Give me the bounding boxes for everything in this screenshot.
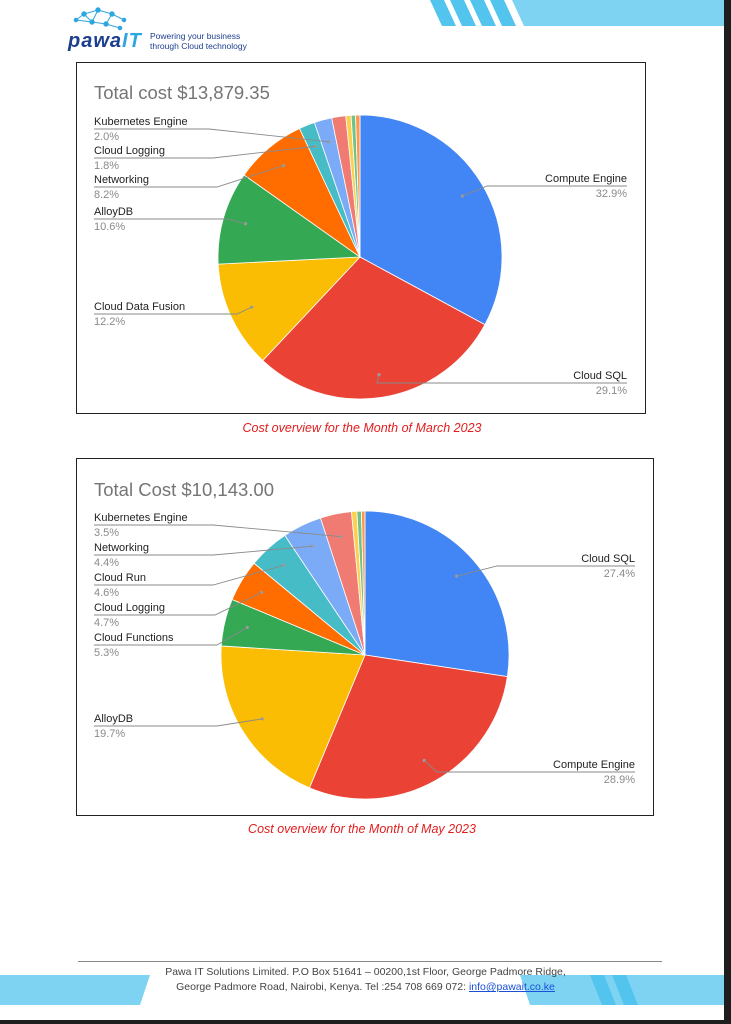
slice-percent-label: 4.7% — [94, 617, 119, 629]
slice-label: Cloud SQL — [573, 370, 627, 382]
slice-percent-label: 2.0% — [94, 131, 119, 143]
slice-label: AlloyDB — [94, 713, 133, 725]
leader-line — [376, 374, 627, 384]
logo-tagline: Powering your business through Cloud tec… — [150, 31, 247, 51]
footer-stripes-decoration — [0, 975, 724, 1005]
leader-line — [94, 718, 263, 727]
pie-slice — [364, 510, 510, 678]
leader-line — [94, 165, 284, 188]
slice-label: Cloud Logging — [94, 602, 165, 614]
slice-label: AlloyDB — [94, 206, 133, 218]
pie-slice — [359, 114, 503, 326]
leader-line — [94, 306, 252, 315]
slice-label: Cloud Logging — [94, 145, 165, 157]
leader-dot — [455, 574, 459, 578]
pie-slice — [217, 174, 362, 265]
slice-percent-label: 4.6% — [94, 587, 119, 599]
leader-dot — [338, 534, 343, 539]
leader-line — [94, 218, 246, 225]
leader-line — [94, 627, 248, 646]
pie-chart-svg: Compute Engine 32.9% Cloud SQL 29.1% Cloud D… — [94, 114, 627, 400]
leader-line — [94, 564, 284, 586]
slice-label: Networking — [94, 174, 149, 186]
slice-label: Compute Engine — [545, 173, 627, 185]
leader-line — [94, 545, 313, 556]
leader-line — [94, 524, 341, 537]
slice-percent-label: 28.9% — [604, 774, 635, 786]
slice-percent-label: 8.2% — [94, 189, 119, 201]
slice-label: Networking — [94, 542, 149, 554]
leader-line — [94, 592, 262, 616]
slice-label: Cloud Data Fusion — [94, 301, 185, 313]
leader-line — [456, 565, 635, 577]
slice-percent-label: 1.8% — [94, 160, 119, 172]
slice-label: Cloud SQL — [581, 553, 635, 565]
pie-chart-may: Total Cost $10,143.00 Cloud SQL 27.4% Comp… — [76, 458, 654, 816]
slice-label: Compute Engine — [553, 759, 635, 771]
pie-slice — [220, 645, 366, 789]
leader-line — [462, 185, 627, 197]
pie-chart-svg: Cloud SQL 27.4% Compute Engine 28.9% AlloyDB… — [94, 510, 635, 800]
slice-percent-label: 3.5% — [94, 527, 119, 539]
slice-label: Cloud Run — [94, 572, 146, 584]
slice-percent-label: 4.4% — [94, 557, 119, 569]
company-logo: pawaIT Powering your business through Cl… — [62, 6, 262, 52]
logo-wordmark: pawaIT — [68, 30, 142, 52]
footer-address-line-1: Pawa IT Solutions Limited. P.O Box 51641… — [165, 966, 566, 978]
slice-percent-label: 29.1% — [596, 385, 627, 397]
footer-email-link[interactable]: info@pawait.co.ke — [468, 981, 555, 993]
slice-percent-label: 27.4% — [604, 568, 635, 580]
pie-slice — [262, 256, 486, 400]
slice-percent-label: 5.3% — [94, 647, 119, 659]
leader-dot — [310, 544, 314, 548]
chart-title: Total Cost $10,143.00 — [94, 479, 274, 500]
pie-slice — [217, 256, 361, 362]
header-stripes-decoration — [430, 0, 724, 26]
network-logo-icon — [73, 7, 127, 31]
pie-slice — [360, 510, 366, 656]
slice-label: Kubernetes Engine — [94, 116, 188, 128]
leader-dot — [259, 590, 264, 595]
slice-percent-label: 19.7% — [94, 728, 125, 740]
chart-caption: Cost overview for the Month of May 2023 — [248, 822, 476, 836]
slice-percent-label: 10.6% — [94, 221, 125, 233]
slice-label: Kubernetes Engine — [94, 512, 188, 524]
footer-address-line-2: George Padmore Road, Nairobi, Kenya. Tel… — [176, 981, 555, 993]
leader-line — [94, 145, 316, 159]
slice-label: Cloud Functions — [94, 632, 174, 644]
slice-percent-label: 12.2% — [94, 316, 125, 328]
pie-chart-march: Total cost $13,879.35 Compute Engine 32.9… — [76, 62, 646, 414]
chart-title: Total cost $13,879.35 — [94, 82, 270, 103]
chart-caption: Cost overview for the Month of March 202… — [242, 421, 482, 435]
pie-slice — [308, 654, 508, 800]
leader-line — [94, 128, 329, 143]
pie-slice — [355, 114, 361, 258]
leader-line — [423, 760, 635, 773]
footer-divider — [78, 961, 662, 962]
slice-percent-label: 32.9% — [596, 188, 627, 200]
